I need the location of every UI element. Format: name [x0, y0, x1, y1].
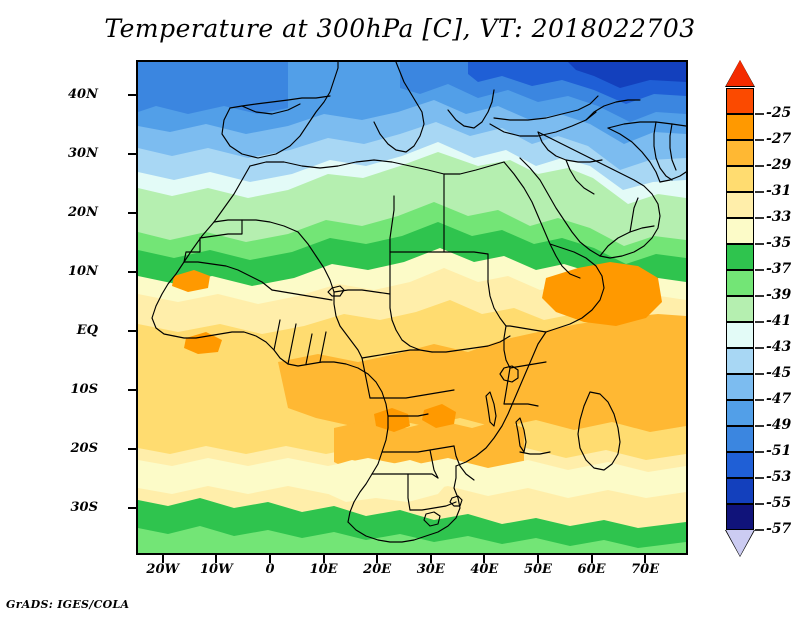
x-tick-label-0: 0	[265, 562, 275, 577]
y-tick-mark	[128, 212, 136, 215]
colorbar-tick-mark	[755, 451, 764, 453]
x-tick-label-10e: 10E	[309, 562, 338, 577]
y-tick-mark	[128, 506, 136, 509]
colorbar-band[interactable]	[726, 374, 754, 400]
colorbar-band[interactable]	[726, 452, 754, 478]
colorbar-label-neg51: -51	[766, 443, 792, 459]
colorbar-band[interactable]	[726, 88, 754, 114]
y-tick-label-10s: 10S	[70, 382, 98, 397]
colorbar-band[interactable]	[726, 478, 754, 504]
y-tick-mark	[128, 271, 136, 274]
colorbar-over-arrow	[726, 60, 754, 86]
colorbar-label-neg45: -45	[766, 365, 792, 381]
x-tick-label-40e: 40E	[470, 562, 499, 577]
x-tick-mark	[215, 555, 218, 563]
colorbar-label-neg25: -25	[766, 105, 792, 121]
colorbar-band[interactable]	[726, 400, 754, 426]
x-tick-mark	[483, 555, 486, 563]
x-tick-mark	[644, 555, 647, 563]
x-tick-mark	[322, 555, 325, 563]
y-tick-label-30n: 30N	[68, 146, 98, 162]
colorbar-label-neg47: -47	[766, 391, 792, 407]
colorbar-tick-mark	[755, 477, 764, 479]
colorbar-band[interactable]	[726, 244, 754, 270]
map-coastlines-and-borders	[151, 62, 686, 543]
colorbar-label-neg57: -57	[766, 521, 792, 537]
y-tick-label-eq: EQ	[76, 323, 98, 339]
colorbar-band[interactable]	[726, 348, 754, 374]
x-tick-label-60e: 60E	[577, 562, 606, 577]
colorbar-tick-mark	[755, 529, 764, 531]
colorbar-label-neg33: -33	[766, 209, 792, 225]
y-tick-label-20s: 20S	[70, 440, 98, 456]
x-tick-mark	[268, 555, 271, 563]
x-tick-mark	[429, 555, 432, 563]
y-tick-label-30s: 30S	[70, 499, 98, 515]
colorbar-label-neg31: -31	[766, 183, 792, 199]
colorbar-tick-mark	[755, 165, 764, 167]
colorbar-tick-mark	[755, 139, 764, 141]
colorbar-tick-mark	[755, 347, 764, 349]
colorbar-band[interactable]	[726, 296, 754, 322]
colorbar-tick-mark	[755, 503, 764, 505]
colorbar-label-neg49: -49	[766, 417, 792, 433]
colorbar-band[interactable]	[726, 270, 754, 296]
colorbar-band[interactable]	[726, 322, 754, 348]
colorbar-tick-mark	[755, 243, 764, 245]
colorbar-band[interactable]	[726, 218, 754, 244]
colorbar-label-neg39: -39	[766, 287, 792, 303]
x-tick-label-10w: 10W	[200, 562, 233, 577]
x-tick-mark	[376, 555, 379, 563]
colorbar-label-neg29: -29	[766, 157, 792, 173]
colorbar-tick-mark	[755, 399, 764, 401]
chart-title: Temperature at 300hPa [C], VT: 201802270…	[104, 14, 696, 43]
colorbar-tick-mark	[755, 321, 764, 323]
y-tick-mark	[128, 447, 136, 450]
colorbar-label-neg55: -55	[766, 495, 792, 511]
y-tick-label-10n: 10N	[68, 264, 98, 280]
y-tick-label-20n: 20N	[68, 205, 98, 221]
colorbar-tick-mark	[755, 425, 764, 427]
colorbar-under-arrow	[726, 530, 754, 556]
x-tick-label-20e: 20E	[363, 562, 392, 577]
colorbar-band[interactable]	[726, 192, 754, 218]
y-tick-mark	[128, 389, 136, 391]
x-tick-label-50e: 50E	[523, 562, 552, 577]
y-tick-label-40n: 40N	[68, 87, 98, 103]
x-tick-mark	[590, 555, 593, 563]
x-tick-mark	[536, 555, 539, 563]
colorbar-tick-mark	[755, 295, 764, 297]
colorbar-band[interactable]	[726, 140, 754, 166]
colorbar-label-neg43: -43	[766, 339, 792, 355]
colorbar-tick-mark	[755, 217, 764, 219]
y-tick-mark	[128, 153, 136, 156]
temperature-field	[138, 62, 686, 553]
colorbar-band[interactable]	[726, 426, 754, 452]
x-tick-mark	[161, 555, 164, 563]
colorbar-label-neg37: -37	[766, 261, 792, 277]
y-tick-mark	[128, 330, 136, 333]
colorbar-tick-mark	[755, 373, 764, 375]
x-tick-label-20w: 20W	[146, 562, 180, 577]
colorbar-band[interactable]	[726, 504, 754, 530]
colorbar-label-neg35: -35	[766, 235, 792, 251]
filled-contour-bands	[138, 62, 686, 553]
credit-text: GrADS: IGES/COLA	[6, 598, 130, 611]
x-tick-label-30e: 30E	[416, 562, 445, 577]
colorbar-tick-mark	[755, 269, 764, 271]
x-tick-label-70e: 70E	[631, 562, 660, 577]
colorbar-tick-mark	[755, 113, 764, 115]
colorbar-band[interactable]	[726, 166, 754, 192]
colorbar-band[interactable]	[726, 114, 754, 140]
colorbar-label-neg41: -41	[766, 313, 792, 329]
colorbar-label-neg27: -27	[766, 131, 792, 147]
colorbar[interactable]: -25 -27 -29 -31 -33 -35 -37 -39 -41 -43 -45 -47 -49 -…	[725, 60, 796, 560]
colorbar-label-neg53: -53	[766, 469, 792, 485]
map-plot-area	[136, 60, 688, 555]
colorbar-tick-mark	[755, 191, 764, 193]
y-tick-mark	[128, 94, 136, 97]
